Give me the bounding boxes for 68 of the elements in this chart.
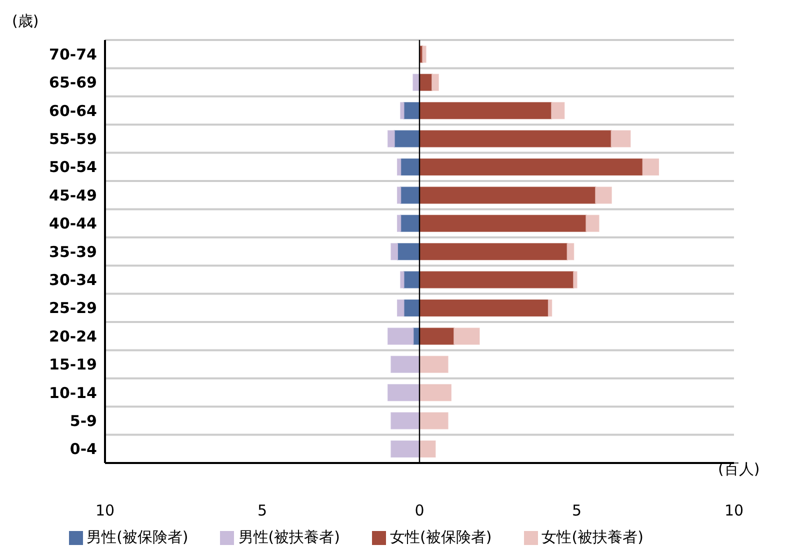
x-tick-label: 5	[572, 502, 582, 520]
bar	[419, 186, 596, 204]
bar	[388, 328, 414, 345]
y-tick-label: 35-39	[49, 242, 97, 261]
x-tick-label: 0	[414, 502, 424, 520]
bar	[390, 440, 420, 458]
bar	[573, 271, 578, 288]
legend-label: 男性(被保険者)	[86, 528, 188, 546]
y-tick-label: 20-24	[49, 327, 97, 346]
bar	[400, 271, 404, 288]
bar	[396, 186, 402, 204]
bar	[419, 412, 448, 430]
bar	[419, 243, 568, 260]
x-tick-label: 10	[724, 502, 744, 520]
bar	[419, 158, 644, 176]
bar	[388, 130, 395, 148]
legend-label: 女性(被扶養者)	[542, 528, 644, 546]
bar	[419, 384, 452, 402]
bar	[390, 243, 398, 260]
y-tick-label: 0-4	[70, 440, 97, 458]
bar	[419, 102, 552, 120]
y-tick-label: 25-29	[49, 299, 97, 318]
bar	[610, 130, 631, 148]
bar	[419, 130, 612, 148]
y-tick-label: 50-54	[49, 158, 97, 176]
bar	[400, 102, 404, 120]
y-tick-label: 60-64	[49, 102, 97, 120]
bar	[396, 214, 402, 232]
legend-label: 女性(被保険者)	[390, 528, 492, 546]
bar	[412, 74, 420, 91]
bar	[586, 214, 600, 232]
bar	[454, 328, 480, 345]
y-tick-label: 45-49	[49, 186, 97, 204]
bar	[400, 158, 420, 176]
y-tick-label: 15-19	[49, 356, 97, 374]
y-tick-label: 55-59	[49, 130, 97, 148]
y-axis-title: (歳)	[12, 12, 39, 31]
bar	[419, 356, 448, 373]
x-tick-label: 10	[95, 502, 115, 520]
bar	[419, 214, 587, 232]
bar	[419, 440, 436, 458]
y-tick-label: 30-34	[49, 271, 97, 290]
bar	[396, 300, 404, 317]
bar	[419, 328, 455, 345]
bar	[419, 300, 549, 317]
bar	[595, 186, 612, 204]
bar	[400, 214, 420, 232]
legend-label: 男性(被扶養者)	[238, 528, 340, 546]
bar	[642, 158, 660, 176]
y-tick-label: 65-69	[49, 74, 97, 92]
bar	[390, 412, 420, 430]
bar	[396, 158, 402, 176]
bar	[396, 243, 420, 260]
bar	[551, 102, 565, 120]
y-tick-label: 5-9	[70, 412, 97, 430]
bar	[566, 243, 574, 260]
bar	[548, 300, 552, 317]
x-tick-label: 5	[257, 502, 268, 520]
bar	[388, 384, 420, 402]
bar	[432, 74, 439, 91]
y-tick-label: 40-44	[49, 214, 97, 233]
bar	[419, 271, 574, 288]
bar	[400, 186, 420, 204]
y-tick-label: 70-74	[49, 45, 97, 64]
y-tick-label: 10-14	[49, 384, 97, 402]
bar	[394, 130, 420, 148]
bar	[390, 356, 420, 373]
bar	[422, 46, 426, 63]
